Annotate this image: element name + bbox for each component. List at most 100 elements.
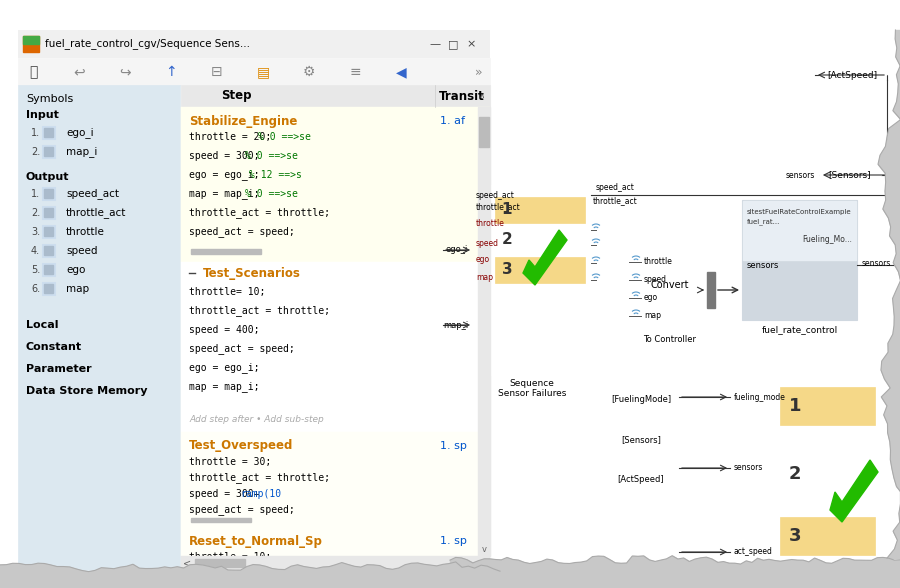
Text: ego = ego_i;: ego = ego_i;: [189, 169, 271, 181]
Bar: [742, 200, 857, 320]
Text: ◀: ◀: [396, 65, 406, 79]
Text: 1.: 1.: [31, 189, 40, 199]
Polygon shape: [605, 391, 679, 409]
Text: speed: speed: [476, 239, 499, 248]
Text: [ActSpeed]: [ActSpeed]: [617, 476, 664, 485]
Bar: [18, 30, 490, 570]
Text: 1. af: 1. af: [440, 116, 465, 126]
Text: 4.: 4.: [31, 246, 40, 256]
Text: speed_act: speed_act: [596, 183, 634, 192]
Polygon shape: [605, 471, 679, 489]
Text: ego_i: ego_i: [66, 128, 94, 138]
Text: Assess Controller: Assess Controller: [763, 575, 847, 585]
Bar: [186, 267, 198, 279]
Bar: [473, 185, 591, 375]
Text: fuel_rat...: fuel_rat...: [747, 219, 780, 225]
Text: sensors: sensors: [734, 463, 763, 473]
Text: throttle: throttle: [66, 227, 105, 237]
Text: ↩: ↩: [73, 65, 85, 79]
Text: throttle_act = throttle;: throttle_act = throttle;: [189, 473, 330, 483]
Text: fuel_rate_control_cgv/Sequence Sens...: fuel_rate_control_cgv/Sequence Sens...: [45, 39, 250, 49]
Text: Reset_to_Normal_Sp: Reset_to_Normal_Sp: [189, 534, 323, 547]
Text: Symbols: Symbols: [26, 94, 73, 104]
Text: 1.: 1.: [31, 128, 40, 138]
Bar: [23, 36, 39, 44]
Text: 1. sp: 1. sp: [440, 536, 467, 546]
Bar: [42, 145, 55, 158]
Text: fueling_mode: fueling_mode: [734, 393, 786, 402]
Bar: [780, 387, 875, 425]
Bar: [181, 432, 490, 527]
Text: % 0 ==>se: % 0 ==>se: [257, 132, 310, 142]
Text: Local: Local: [26, 320, 59, 330]
Text: 2: 2: [788, 465, 801, 483]
Bar: [495, 257, 585, 283]
Bar: [42, 206, 55, 219]
Text: ramp(10: ramp(10: [240, 489, 282, 499]
Text: ego: ego: [66, 265, 86, 275]
Bar: [42, 126, 55, 139]
Text: sensors: sensors: [862, 259, 891, 268]
Text: □: □: [448, 39, 458, 49]
Text: Parameter: Parameter: [26, 364, 92, 374]
Text: throttle= 10;: throttle= 10;: [189, 287, 266, 297]
Bar: [23, 36, 39, 52]
Text: fuel_rate_control: fuel_rate_control: [761, 326, 838, 335]
Bar: [44, 265, 53, 274]
Text: throttle_act = throttle;: throttle_act = throttle;: [189, 306, 330, 316]
Bar: [18, 58, 490, 85]
Text: ∧: ∧: [479, 92, 485, 101]
Text: Add step after • Add sub-step: Add step after • Add sub-step: [189, 416, 324, 425]
Text: Input: Input: [26, 110, 59, 120]
Text: 2.: 2.: [31, 208, 40, 218]
Text: ⊟: ⊟: [212, 65, 223, 79]
Text: map: map: [644, 312, 661, 320]
Text: Transit: Transit: [439, 89, 485, 102]
Bar: [42, 225, 55, 238]
Bar: [181, 527, 490, 556]
Bar: [181, 556, 490, 570]
Bar: [181, 107, 490, 262]
Bar: [743, 201, 856, 260]
Text: ≡: ≡: [349, 65, 361, 79]
Text: speed_act: speed_act: [66, 189, 119, 199]
Bar: [44, 284, 53, 293]
Text: map: map: [476, 272, 493, 282]
Text: sensors: sensors: [747, 260, 779, 269]
Text: »: »: [474, 65, 482, 79]
Bar: [18, 85, 181, 570]
Text: Constant: Constant: [26, 342, 82, 352]
Text: % 0 ==>se: % 0 ==>se: [245, 151, 298, 161]
Bar: [780, 517, 875, 555]
Text: Data Store Memory: Data Store Memory: [26, 386, 148, 396]
Bar: [44, 227, 53, 236]
Text: Sequence: Sequence: [509, 379, 554, 387]
Text: ↪: ↪: [119, 65, 130, 79]
Text: 2: 2: [501, 232, 512, 248]
Bar: [191, 518, 251, 522]
Bar: [44, 147, 53, 156]
Text: <: <: [183, 558, 191, 568]
Text: 1. sp: 1. sp: [440, 441, 467, 451]
Text: speed_act = speed;: speed_act = speed;: [189, 505, 295, 516]
Text: % 12 ==>s: % 12 ==>s: [249, 170, 302, 180]
Text: speed = 300+: speed = 300+: [189, 489, 259, 499]
Bar: [44, 189, 53, 198]
Text: Test_Overspeed: Test_Overspeed: [189, 439, 293, 453]
Bar: [495, 227, 585, 253]
Bar: [44, 246, 53, 255]
Text: 3: 3: [788, 527, 801, 545]
Text: [ActSpeed]: [ActSpeed]: [827, 71, 878, 79]
Text: ego = ego_i;: ego = ego_i;: [189, 363, 259, 373]
Text: 3: 3: [501, 262, 512, 278]
Bar: [479, 117, 489, 147]
Text: throttle = 10;: throttle = 10;: [189, 552, 271, 562]
Text: speed: speed: [66, 246, 97, 256]
Bar: [191, 249, 261, 254]
Text: [FuelingMode]: [FuelingMode]: [611, 396, 671, 405]
Text: throttle_act: throttle_act: [476, 202, 521, 212]
Text: speed_act: speed_act: [476, 191, 515, 199]
Text: throttle_act: throttle_act: [66, 208, 126, 219]
Text: speed_act = speed;: speed_act = speed;: [189, 343, 295, 355]
Text: speed: speed: [644, 276, 667, 285]
